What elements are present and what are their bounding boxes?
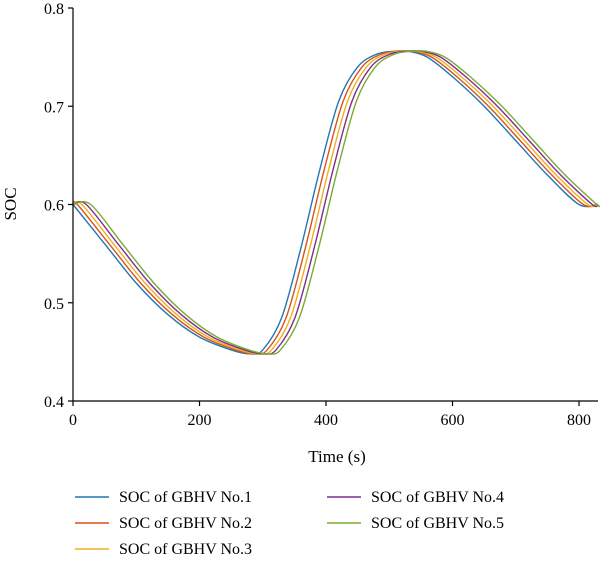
series-line-3 xyxy=(72,49,599,355)
x-axis-title: Time (s) xyxy=(308,447,365,466)
series-line-1 xyxy=(72,49,599,355)
y-tick-label: 0.4 xyxy=(44,394,64,411)
plot-lines xyxy=(72,49,600,355)
y-tick-label: 0.6 xyxy=(44,198,64,215)
series-line-4 xyxy=(72,49,599,355)
series-line-5 xyxy=(72,49,600,355)
x-tick-label: 800 xyxy=(567,412,591,429)
y-tick-label: 0.5 xyxy=(44,296,64,313)
legend-label-4: SOC of GBHV No.4 xyxy=(371,489,504,506)
legend: SOC of GBHV No.1 SOC of GBHV No.2 SOC of G… xyxy=(75,489,504,558)
legend-label-5: SOC of GBHV No.5 xyxy=(371,515,504,532)
legend-label-2: SOC of GBHV No.2 xyxy=(119,515,252,532)
y-axis-title: SOC xyxy=(1,187,20,220)
y-ticks: 0.4 0.5 0.6 0.7 0.8 xyxy=(44,1,73,411)
legend-label-3: SOC of GBHV No.3 xyxy=(119,541,252,558)
x-tick-label: 200 xyxy=(188,412,212,429)
y-tick-label: 0.7 xyxy=(44,99,64,116)
x-tick-label: 600 xyxy=(441,412,465,429)
x-tick-label: 0 xyxy=(69,412,77,429)
series-line-2 xyxy=(72,49,599,355)
y-tick-label: 0.8 xyxy=(44,1,64,18)
x-ticks: 0 200 400 600 800 xyxy=(69,401,591,429)
legend-label-1: SOC of GBHV No.1 xyxy=(119,489,252,506)
axes xyxy=(72,8,598,402)
x-tick-label: 400 xyxy=(314,412,338,429)
